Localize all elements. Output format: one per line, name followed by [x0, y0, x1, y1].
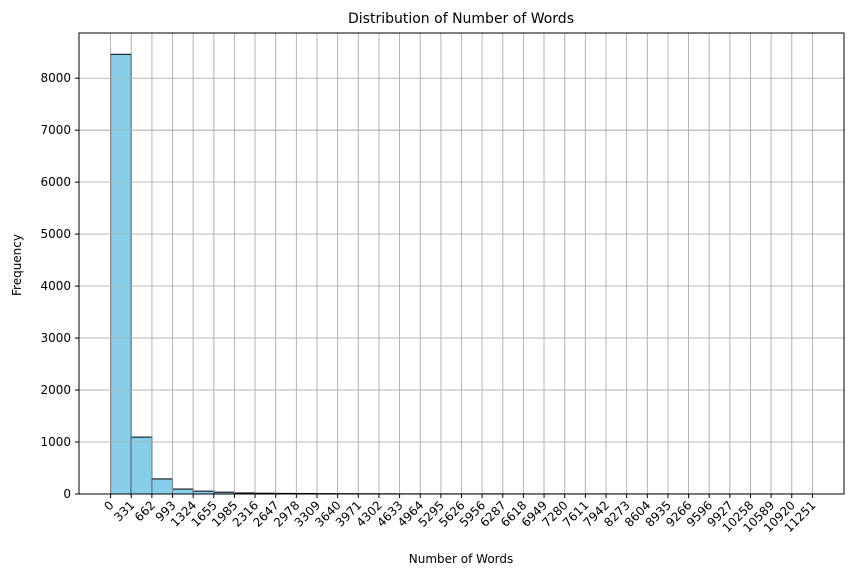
y-tick-label: 1000	[40, 435, 71, 449]
chart-title: Distribution of Number of Words	[348, 11, 574, 27]
y-tick-label: 7000	[40, 123, 71, 137]
x-tick-label: 662	[132, 498, 158, 524]
x-tick-label: 331	[111, 498, 137, 524]
histogram-bar	[130, 436, 153, 495]
y-tick-label: 8000	[40, 71, 71, 85]
x-axis-ticks: 0331662993132416551985231626472978330936…	[101, 494, 819, 535]
y-axis-ticks: 0 1000 2000 3000 4000 5000 6000 7000 8000	[40, 71, 79, 501]
histogram-bar	[151, 478, 174, 495]
y-tick-label: 5000	[40, 227, 71, 241]
y-tick-label: 2000	[40, 383, 71, 397]
bars	[79, 33, 844, 495]
histogram-bar	[172, 488, 194, 495]
y-axis-label: Frequency	[10, 234, 24, 296]
x-axis-label: Number of Words	[409, 552, 514, 566]
y-tick-label: 6000	[40, 175, 71, 189]
y-tick-label: 3000	[40, 331, 71, 345]
histogram-bar	[110, 53, 132, 495]
y-tick-label: 0	[63, 487, 71, 501]
y-tick-label: 4000	[40, 279, 71, 293]
